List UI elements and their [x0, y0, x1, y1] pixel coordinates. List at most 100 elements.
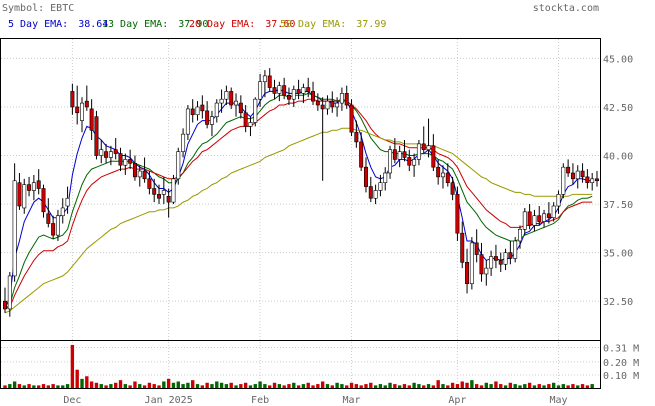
- candle: [296, 79, 301, 100]
- candle-body: [311, 91, 316, 102]
- candle-body: [590, 178, 595, 184]
- candle-body: [238, 102, 243, 114]
- candle: [474, 229, 479, 263]
- candle-body: [580, 170, 585, 178]
- candle-body: [363, 166, 368, 187]
- candle: [190, 99, 195, 123]
- candle: [142, 157, 147, 183]
- price-tick-label: 35.00: [603, 249, 633, 260]
- volume-bar: [373, 385, 378, 388]
- candle-body: [489, 256, 494, 269]
- volume-bar: [56, 385, 60, 388]
- candle-body: [41, 188, 46, 213]
- volume-bar: [335, 382, 339, 388]
- candle: [378, 174, 383, 197]
- candle: [89, 99, 94, 140]
- volume-bar: [585, 385, 590, 388]
- candle: [84, 85, 89, 111]
- candle-body: [185, 108, 190, 135]
- volume-bar: [287, 384, 291, 388]
- candle: [590, 172, 595, 191]
- volume-bar: [436, 380, 440, 388]
- candle-body: [335, 102, 340, 108]
- candle: [286, 87, 291, 106]
- candle-body: [412, 159, 417, 166]
- date-tick-label: Feb: [251, 395, 269, 406]
- candle: [493, 244, 498, 269]
- candle-body: [527, 211, 532, 226]
- volume-bar: [561, 384, 565, 388]
- candle: [397, 145, 402, 168]
- candle: [489, 250, 494, 276]
- volume-bar: [388, 382, 392, 388]
- candle-body: [474, 242, 479, 255]
- candle: [306, 77, 311, 98]
- volume-bar: [325, 384, 330, 388]
- volume-bar: [484, 382, 488, 388]
- volume-bar: [537, 384, 541, 388]
- volume-tick-label: 0.10 M: [603, 371, 639, 382]
- volume-bar: [551, 382, 556, 388]
- candle: [325, 95, 330, 115]
- candle-body: [301, 87, 306, 94]
- candle: [383, 167, 388, 191]
- volume-bar: [243, 382, 248, 388]
- volume-bar: [523, 384, 527, 388]
- candle: [311, 81, 316, 106]
- candle-body: [272, 87, 277, 94]
- volume-bar: [99, 384, 103, 388]
- volume-bar: [465, 382, 469, 388]
- candle: [55, 209, 60, 241]
- candle: [388, 145, 393, 179]
- candle-body: [561, 166, 566, 195]
- volume-bar: [80, 378, 84, 388]
- candle-body: [445, 172, 450, 184]
- legend-ema5-label: 5 Day EMA:: [8, 19, 68, 30]
- candle-body: [258, 81, 263, 100]
- candle-body: [190, 108, 195, 116]
- volume-bar: [474, 384, 479, 388]
- candle-body: [200, 104, 205, 112]
- candle-body: [219, 98, 224, 104]
- candle-body: [595, 178, 599, 182]
- candle-body: [566, 166, 571, 174]
- candle-body: [436, 166, 441, 178]
- volume-bar: [364, 384, 368, 388]
- candle: [118, 147, 123, 172]
- candle-body: [99, 149, 104, 156]
- candle: [31, 174, 36, 201]
- candle-body: [17, 182, 22, 207]
- volume-bar: [455, 384, 460, 388]
- candle: [518, 225, 522, 249]
- volume-bar: [412, 382, 416, 388]
- candle: [344, 85, 349, 109]
- volume-bar: [123, 384, 128, 388]
- volume-bar: [258, 381, 262, 388]
- volume-bar: [22, 385, 26, 388]
- volume-bar: [224, 384, 229, 388]
- candle: [200, 95, 205, 119]
- volume-bar: [27, 384, 31, 388]
- candle-body: [402, 151, 407, 158]
- volume-bar: [513, 384, 517, 388]
- candle: [195, 101, 200, 121]
- symbol-label: Symbol: EBTC: [2, 3, 74, 14]
- candle-body: [469, 242, 474, 284]
- candle: [214, 99, 219, 123]
- candle: [412, 153, 417, 177]
- candle: [339, 87, 344, 111]
- candle-body: [575, 170, 580, 180]
- candle-body: [542, 213, 547, 222]
- candle: [3, 287, 7, 313]
- candle: [41, 184, 46, 218]
- candle: [363, 157, 368, 193]
- date-tick-label: Mar: [343, 395, 361, 406]
- candle-body: [484, 267, 489, 275]
- volume-bar: [263, 384, 267, 388]
- candle-body: [359, 141, 364, 168]
- candle-body: [142, 170, 147, 180]
- candle: [248, 116, 253, 137]
- volume-bar: [114, 382, 118, 388]
- candle-body: [277, 85, 282, 94]
- volume-bar: [397, 385, 402, 388]
